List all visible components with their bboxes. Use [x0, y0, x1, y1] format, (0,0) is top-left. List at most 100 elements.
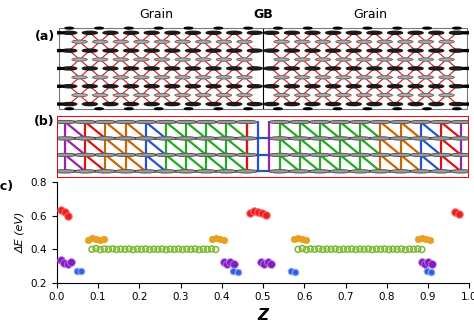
- Circle shape: [399, 94, 412, 97]
- Circle shape: [54, 103, 64, 105]
- Circle shape: [103, 31, 118, 34]
- Circle shape: [65, 108, 73, 110]
- Circle shape: [62, 49, 77, 52]
- Circle shape: [73, 58, 86, 61]
- Point: [129, 247, 137, 252]
- Circle shape: [291, 137, 309, 140]
- Circle shape: [76, 121, 94, 123]
- Point: [255, 209, 262, 214]
- Circle shape: [176, 58, 189, 61]
- Circle shape: [197, 170, 215, 173]
- Circle shape: [305, 67, 320, 70]
- Circle shape: [378, 58, 392, 61]
- Circle shape: [311, 137, 329, 140]
- Point: [307, 246, 314, 252]
- Point: [414, 237, 421, 242]
- Circle shape: [238, 40, 251, 43]
- Circle shape: [54, 85, 64, 87]
- Point: [92, 246, 100, 251]
- Point: [163, 247, 170, 252]
- Circle shape: [305, 85, 320, 88]
- Circle shape: [357, 40, 371, 43]
- Point: [227, 260, 234, 265]
- Circle shape: [227, 67, 242, 70]
- Circle shape: [271, 121, 289, 123]
- Point: [397, 246, 405, 252]
- Circle shape: [305, 31, 320, 34]
- Circle shape: [218, 121, 236, 123]
- Circle shape: [93, 58, 107, 61]
- Text: (b): (b): [34, 115, 55, 128]
- Point: [208, 246, 215, 252]
- Text: Grain: Grain: [139, 8, 173, 21]
- Point: [315, 246, 322, 252]
- Point: [100, 246, 108, 252]
- Circle shape: [399, 76, 412, 79]
- Circle shape: [419, 94, 433, 97]
- Circle shape: [462, 67, 472, 70]
- Circle shape: [371, 170, 390, 173]
- Circle shape: [237, 170, 255, 173]
- Circle shape: [114, 94, 128, 97]
- Circle shape: [76, 137, 94, 140]
- Circle shape: [337, 76, 350, 79]
- Circle shape: [103, 85, 118, 88]
- Point: [340, 247, 347, 252]
- Circle shape: [411, 121, 430, 123]
- Point: [158, 246, 166, 252]
- Circle shape: [392, 153, 410, 156]
- Circle shape: [135, 58, 148, 61]
- Point: [257, 259, 265, 265]
- Circle shape: [157, 170, 175, 173]
- Point: [113, 247, 120, 252]
- Circle shape: [449, 85, 465, 88]
- Circle shape: [135, 94, 148, 97]
- Circle shape: [371, 137, 390, 140]
- Circle shape: [296, 40, 309, 43]
- Circle shape: [371, 121, 390, 123]
- Circle shape: [206, 85, 221, 88]
- Circle shape: [244, 27, 252, 29]
- Circle shape: [56, 170, 74, 173]
- Point: [401, 247, 409, 252]
- Circle shape: [117, 121, 135, 123]
- Circle shape: [429, 85, 444, 88]
- Circle shape: [114, 58, 128, 61]
- Circle shape: [56, 153, 74, 156]
- Circle shape: [93, 76, 107, 79]
- Circle shape: [238, 94, 251, 97]
- Circle shape: [185, 67, 201, 70]
- Point: [451, 209, 459, 214]
- Circle shape: [357, 58, 371, 61]
- Circle shape: [453, 108, 461, 110]
- Text: (a): (a): [35, 30, 55, 43]
- Circle shape: [392, 170, 410, 173]
- Point: [64, 262, 72, 267]
- Circle shape: [367, 103, 382, 106]
- Point: [171, 247, 178, 252]
- Circle shape: [346, 67, 361, 70]
- Circle shape: [331, 153, 349, 156]
- Point: [421, 261, 429, 266]
- Point: [393, 247, 401, 252]
- Circle shape: [238, 76, 251, 79]
- Circle shape: [346, 49, 361, 52]
- Circle shape: [311, 153, 329, 156]
- Circle shape: [103, 49, 118, 52]
- Circle shape: [82, 49, 97, 52]
- Circle shape: [408, 49, 423, 52]
- Circle shape: [144, 31, 159, 34]
- Point: [360, 247, 368, 252]
- Circle shape: [96, 153, 115, 156]
- Circle shape: [184, 108, 192, 110]
- Point: [426, 238, 434, 243]
- Circle shape: [137, 137, 155, 140]
- Point: [183, 247, 191, 252]
- Circle shape: [316, 76, 329, 79]
- Circle shape: [429, 103, 444, 106]
- Point: [88, 236, 96, 241]
- Point: [191, 246, 199, 252]
- Circle shape: [432, 121, 450, 123]
- Circle shape: [357, 94, 371, 97]
- Circle shape: [227, 85, 242, 88]
